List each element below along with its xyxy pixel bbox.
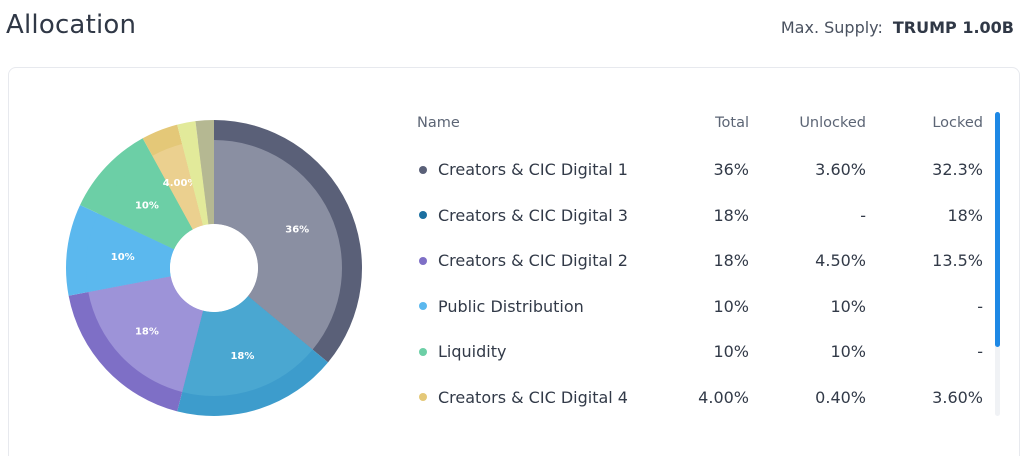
row-name: Liquidity bbox=[417, 342, 657, 361]
allocation-table: Name Total Unlocked Locked Creators & CI… bbox=[417, 112, 983, 420]
row-name: Creators & CIC Digital 2 bbox=[417, 251, 657, 270]
pie-slice-label: 10% bbox=[111, 252, 135, 263]
table-row[interactable]: Public Distribution 10% 10% - bbox=[417, 284, 983, 330]
col-total[interactable]: Total bbox=[715, 115, 749, 131]
row-name-label: Creators & CIC Digital 3 bbox=[438, 205, 628, 225]
page-title: Allocation bbox=[6, 10, 137, 40]
row-locked: 32.3% bbox=[932, 160, 983, 180]
pie-slice-label: 4.00% bbox=[163, 178, 198, 189]
col-locked[interactable]: Locked bbox=[932, 115, 983, 131]
row-locked: 3.60% bbox=[932, 387, 983, 407]
pie-slice-inner bbox=[86, 213, 175, 292]
pie-slice-inner bbox=[182, 296, 313, 396]
legend-dot-icon bbox=[419, 393, 427, 402]
row-total: 10% bbox=[713, 296, 749, 316]
scrollbar-thumb[interactable] bbox=[995, 112, 1000, 347]
row-locked: 18% bbox=[947, 205, 983, 225]
col-name[interactable]: Name bbox=[417, 115, 460, 131]
row-total: 18% bbox=[713, 251, 749, 271]
row-unlocked: - bbox=[860, 205, 866, 225]
row-name-label: Creators & CIC Digital 2 bbox=[438, 251, 628, 271]
allocation-card: 36% 18% 18% 10% 10% 4.00% Name Total Unlocked… bbox=[8, 67, 1020, 456]
table-scrollbar[interactable] bbox=[995, 112, 1000, 416]
legend-dot-icon bbox=[419, 256, 427, 265]
legend-dot-icon bbox=[419, 211, 427, 220]
pie-slice-label: 10% bbox=[135, 201, 159, 212]
row-name: Creators & CIC Digital 3 bbox=[417, 206, 657, 225]
pie-slice-label: 18% bbox=[135, 326, 159, 337]
row-name: Creators & CIC Digital 4 bbox=[417, 388, 657, 407]
pie-slice-inner bbox=[98, 155, 193, 250]
max-supply-label: Max. Supply: bbox=[780, 18, 883, 37]
table-row[interactable]: Liquidity 10% 10% - bbox=[417, 329, 983, 375]
allocation-pie-chart: 36% 18% 18% 10% 10% 4.00% bbox=[59, 113, 369, 423]
pie-slice-inner bbox=[197, 140, 214, 225]
pie-svg: 36% 18% 18% 10% 10% 4.00% bbox=[66, 120, 362, 416]
col-unlocked[interactable]: Unlocked bbox=[799, 115, 866, 131]
row-total: 4.00% bbox=[698, 387, 749, 407]
row-name-label: Creators & CIC Digital 1 bbox=[438, 160, 628, 180]
row-locked: - bbox=[977, 342, 983, 362]
row-name-label: Public Distribution bbox=[438, 296, 584, 316]
table-header: Name Total Unlocked Locked bbox=[417, 112, 983, 134]
legend-dot-icon bbox=[419, 165, 427, 174]
row-name-label: Liquidity bbox=[438, 342, 507, 362]
donut-hole bbox=[170, 224, 258, 312]
table-row[interactable]: Creators & CIC Digital 1 36% 3.60% 32.3% bbox=[417, 147, 983, 193]
table-row[interactable]: Creators & CIC Digital 3 18% - 18% bbox=[417, 193, 983, 239]
table-row[interactable]: Creators & CIC Digital 2 18% 4.50% 13.5% bbox=[417, 238, 983, 284]
legend-dot-icon bbox=[419, 302, 427, 311]
pie-slice-label: 36% bbox=[285, 224, 309, 235]
pie-slice-inner bbox=[214, 140, 342, 350]
max-supply: Max. Supply: TRUMP 1.00B bbox=[781, 18, 1014, 37]
row-total: 10% bbox=[713, 342, 749, 362]
pie-slice-inner bbox=[88, 276, 204, 392]
row-unlocked: 10% bbox=[830, 342, 866, 362]
pie-slice-inner bbox=[182, 141, 209, 226]
max-supply-value: TRUMP 1.00B bbox=[892, 18, 1014, 37]
pie-slice-label: 18% bbox=[230, 351, 254, 362]
row-locked: - bbox=[977, 296, 983, 316]
row-unlocked: 4.50% bbox=[815, 251, 866, 271]
row-name: Public Distribution bbox=[417, 297, 657, 316]
row-name: Creators & CIC Digital 1 bbox=[417, 160, 657, 179]
legend-dot-icon bbox=[419, 347, 427, 356]
row-total: 18% bbox=[713, 205, 749, 225]
row-unlocked: 3.60% bbox=[815, 160, 866, 180]
pie-slice-inner bbox=[152, 144, 204, 230]
table-row[interactable]: Creators & CIC Digital 4 4.00% 0.40% 3.60% bbox=[417, 375, 983, 421]
row-unlocked: 0.40% bbox=[815, 387, 866, 407]
row-name-label: Creators & CIC Digital 4 bbox=[438, 387, 628, 407]
row-unlocked: 10% bbox=[830, 296, 866, 316]
row-locked: 13.5% bbox=[932, 251, 983, 271]
row-total: 36% bbox=[713, 160, 749, 180]
